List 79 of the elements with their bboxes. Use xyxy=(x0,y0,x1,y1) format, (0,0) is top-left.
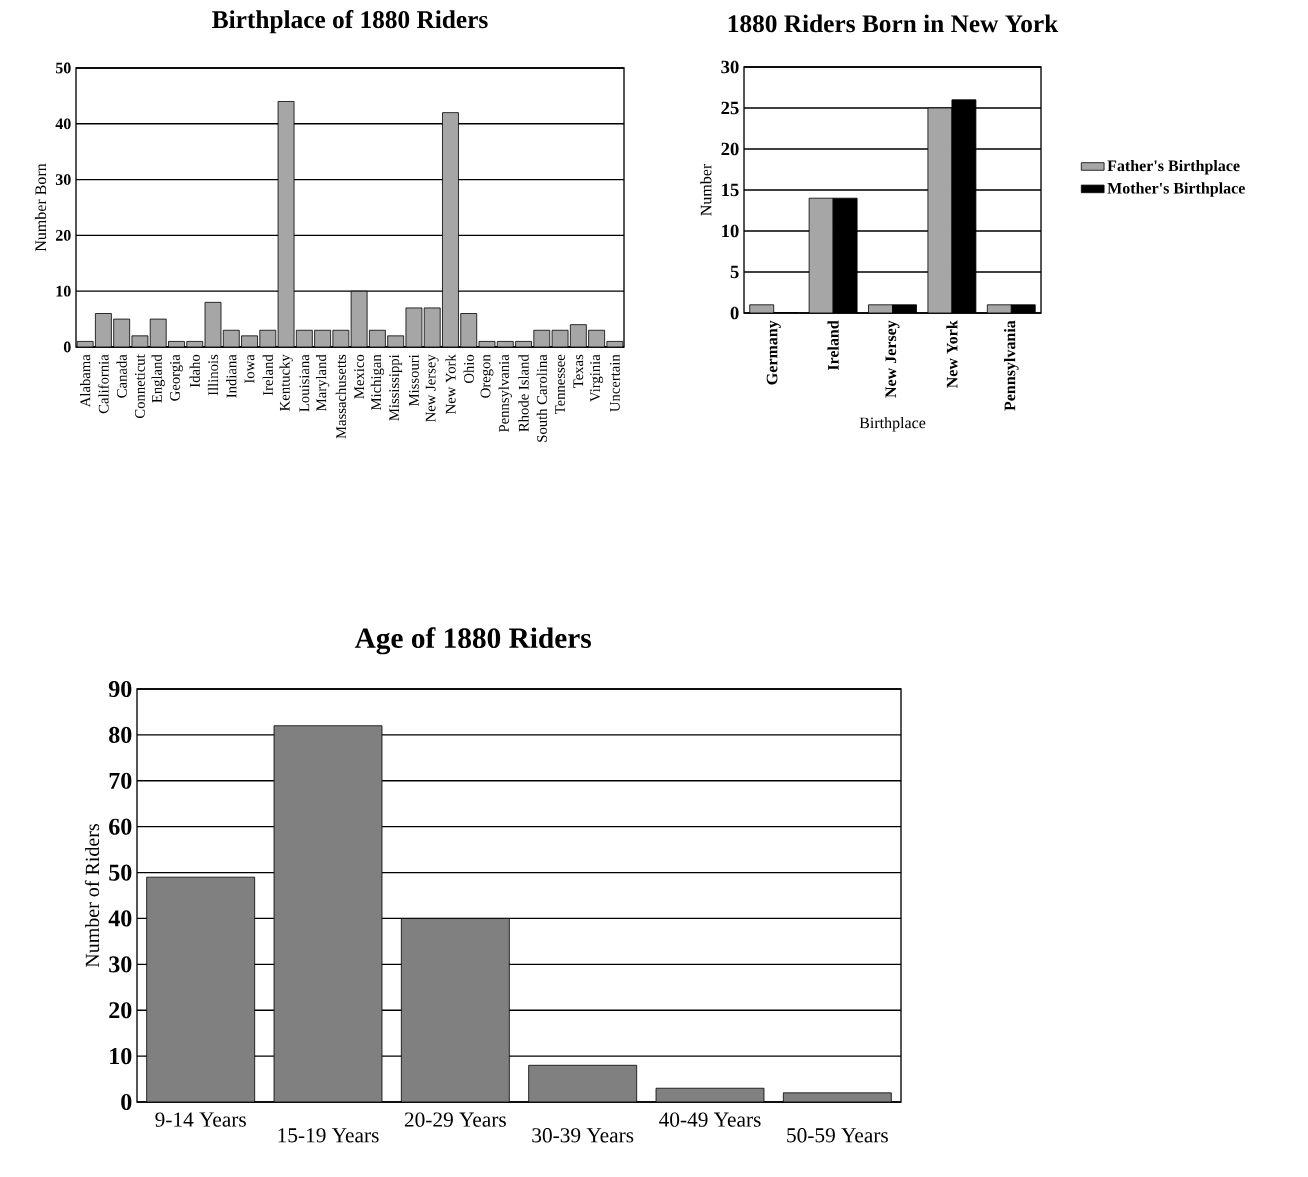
x-tick-label: Pennsylvania xyxy=(1004,320,1019,411)
x-tick-label: Kentucky xyxy=(279,354,293,411)
x-tick-label: Virginia xyxy=(590,354,604,402)
x-tick-label: California xyxy=(98,354,109,414)
x-tick-label: Conneticut xyxy=(135,354,145,419)
x-tick-label: Oregon xyxy=(480,354,494,398)
y-tick-label: 80 xyxy=(109,726,132,743)
x-tick-label: Tennessee xyxy=(555,354,565,415)
y-tick-label: 10 xyxy=(722,224,739,238)
x-tick-label: Germany xyxy=(766,320,781,385)
x-tick-label: New York xyxy=(946,320,958,388)
x-axis-title: Birthplace xyxy=(859,417,926,432)
y-tick-label: 70 xyxy=(109,772,132,789)
y-tick-label: 30 xyxy=(55,174,71,185)
chart-title: 1880 Riders Born in New York xyxy=(728,14,1059,33)
x-tick-label: Ireland xyxy=(827,320,839,371)
x-tick-label: Missouri xyxy=(409,354,419,407)
x-tick-label: New Jersey xyxy=(425,354,439,422)
y-tick-label: 10 xyxy=(56,285,71,297)
bar xyxy=(809,198,834,313)
x-tick-label: Texas xyxy=(573,354,584,388)
y-tick-label: 30 xyxy=(721,60,739,74)
y-tick-label: 50 xyxy=(55,62,71,74)
y-axis-title: Number xyxy=(700,163,712,216)
x-tick-label: Canada xyxy=(116,354,127,398)
y-axis-title: Number of Riders xyxy=(84,824,100,968)
x-tick-label: Maryland xyxy=(315,354,330,411)
y-tick-label: 0 xyxy=(730,306,739,320)
bar xyxy=(927,107,952,313)
x-tick-label: 9-14 Years xyxy=(155,1112,246,1127)
y-tick-label: 20 xyxy=(55,229,71,241)
chart-title: Age of 1880 Riders xyxy=(354,627,591,655)
bar xyxy=(528,1065,637,1102)
y-tick-label: 25 xyxy=(721,101,739,115)
x-tick-label: New Jersey xyxy=(885,320,900,398)
y-tick-label: 0 xyxy=(63,341,71,353)
y-tick-label: 40 xyxy=(108,910,132,927)
bar xyxy=(401,918,510,1102)
chart-title: Birthplace of 1880 Riders xyxy=(212,10,488,34)
y-tick-label: 20 xyxy=(721,142,739,156)
x-tick-label: Indiana xyxy=(226,354,237,398)
x-tick-label: Massachusetts xyxy=(335,354,347,439)
y-tick-label: 10 xyxy=(110,1048,132,1065)
x-tick-label: Ohio xyxy=(463,354,474,383)
x-tick-label: 20-29 Years xyxy=(404,1112,506,1127)
x-tick-label: Alabama xyxy=(79,354,91,408)
bar xyxy=(274,725,382,1102)
x-tick-label: England xyxy=(151,354,165,403)
x-tick-label: Illinois xyxy=(207,354,219,396)
x-tick-label: Mississippi xyxy=(389,354,403,421)
y-axis-title: Number Born xyxy=(34,163,47,252)
y-tick-label: 60 xyxy=(109,818,132,835)
y-tick-label: 30 xyxy=(109,956,132,973)
y-tick-label: 90 xyxy=(108,680,132,698)
x-tick-label: South Carolina xyxy=(536,354,547,442)
y-tick-label: 50 xyxy=(109,864,132,881)
x-tick-label: Iowa xyxy=(244,354,255,384)
bar xyxy=(146,877,255,1102)
x-tick-label: Mexico xyxy=(354,354,365,399)
y-tick-label: 20 xyxy=(109,1002,132,1019)
x-tick-label: Idaho xyxy=(189,354,200,388)
legend-label: Father's Birthplace xyxy=(1107,159,1240,175)
x-tick-label: 15-19 Years xyxy=(278,1128,379,1143)
x-tick-label: Ireland xyxy=(262,354,273,396)
x-tick-label: Uncertain xyxy=(609,354,620,412)
x-tick-label: Michigan xyxy=(370,354,385,411)
x-tick-label: 50-59 Years xyxy=(787,1128,888,1143)
x-tick-label: 40-49 Years xyxy=(659,1112,761,1127)
x-tick-label: New York xyxy=(445,354,456,414)
x-tick-label: Pennsylvania xyxy=(498,354,512,433)
y-tick-label: 15 xyxy=(722,183,739,197)
y-tick-label: 0 xyxy=(121,1093,132,1111)
legend-label: Mother's Birthplace xyxy=(1107,182,1245,197)
x-tick-label: Georgia xyxy=(170,354,183,401)
x-tick-label: Rhode Island xyxy=(518,354,529,432)
x-tick-label: Louisiana xyxy=(299,354,310,412)
y-tick-label: 5 xyxy=(730,265,739,279)
x-tick-label: 30-39 Years xyxy=(532,1128,634,1143)
y-tick-label: 40 xyxy=(55,118,71,130)
